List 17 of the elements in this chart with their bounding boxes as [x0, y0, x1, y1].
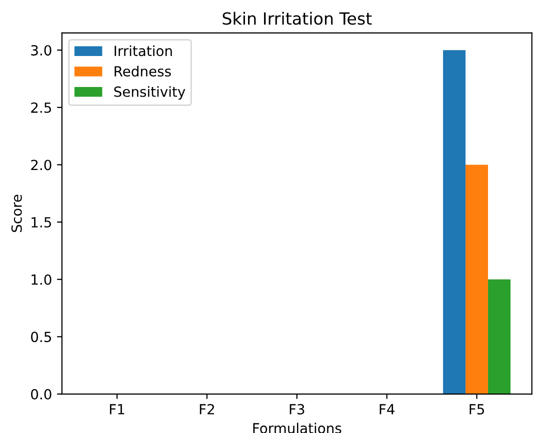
legend-label: Redness — [114, 66, 171, 77]
y-tick-label: 0.0 — [31, 389, 52, 400]
x-tick-label: F5 — [470, 404, 484, 415]
y-tick-label: 2.5 — [31, 102, 52, 113]
x-tick-label: F3 — [290, 404, 304, 415]
legend-label: Sensitivity — [114, 86, 186, 100]
y-tick-label: 2.0 — [31, 160, 52, 170]
x-tick-label: F2 — [200, 404, 214, 414]
chart-title: Skin Irritation Test — [222, 12, 372, 25]
y-axis-title: Score — [11, 194, 22, 232]
y-tick-label: 1.0 — [32, 274, 52, 285]
legend-label: Irritation — [114, 45, 172, 56]
y-tick-label: 3.0 — [31, 45, 52, 56]
x-tick-label: F1 — [110, 404, 124, 414]
y-tick-label: 1.5 — [32, 217, 52, 228]
x-tick-label: F4 — [380, 404, 394, 414]
y-tick-label: 0.5 — [31, 332, 52, 342]
